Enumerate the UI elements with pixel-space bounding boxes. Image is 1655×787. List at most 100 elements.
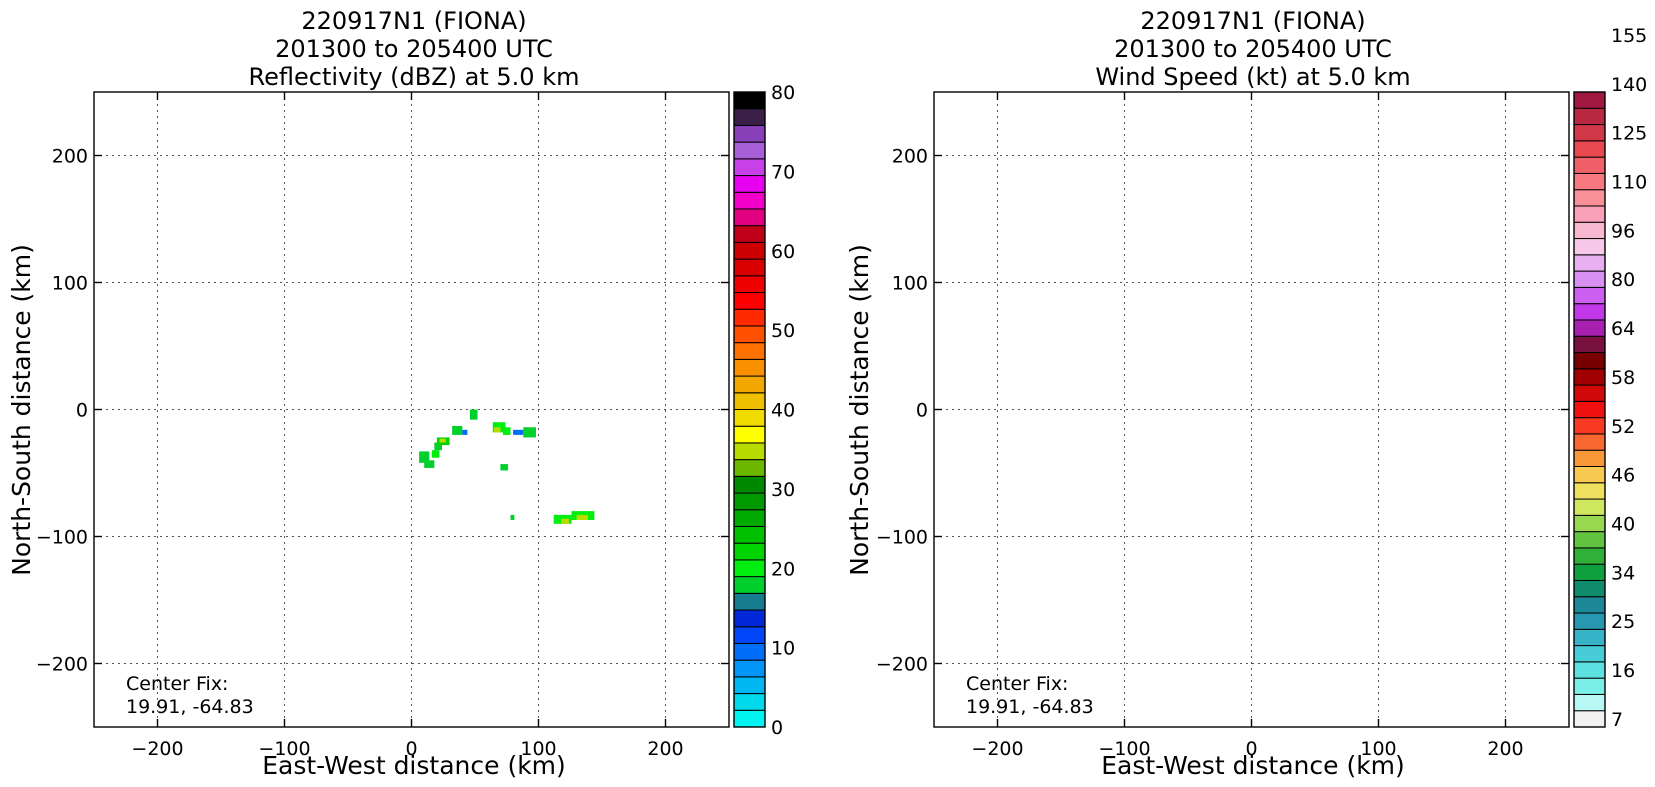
wind-colorbar-swatch <box>1573 91 1606 109</box>
wind-colorbar-swatch <box>1573 661 1606 679</box>
wind-colorbar-swatch <box>1573 140 1606 158</box>
reflectivity-colorbar-swatch <box>733 258 766 277</box>
reflectivity-y-tick-label: 0 <box>76 400 88 422</box>
reflectivity-colorbar-swatch <box>733 559 766 578</box>
wind-colorbar-swatch <box>1573 628 1606 647</box>
wind-colorbar-swatch <box>1573 124 1606 142</box>
wind-colorbar-swatch <box>1573 384 1606 402</box>
reflectivity-x-tick-label: 0 <box>405 738 417 760</box>
wind-x-tick-label: 100 <box>1360 738 1396 760</box>
wind-colorbar-tick-label: 25 <box>1611 611 1635 633</box>
reflectivity-colorbar-swatch <box>733 375 766 394</box>
wind-colorbar-swatch <box>1573 498 1606 516</box>
wind-x-axis-label: East-West distance (km) <box>1101 751 1405 780</box>
wind-colorbar-swatch <box>1573 563 1606 581</box>
wind-speed-panel: 220917N1 (FIONA) 201300 to 205400 UTC Wi… <box>845 7 1647 780</box>
wind-title-line-3: Wind Speed (kt) at 5.0 km <box>1095 63 1410 91</box>
reflectivity-colorbar-swatch <box>733 124 766 143</box>
wind-colorbar-tick-label: 7 <box>1611 709 1623 731</box>
wind-colorbar-tick-label: 46 <box>1611 465 1635 487</box>
wind-colorbar-swatch <box>1573 156 1606 174</box>
wind-colorbar-swatch <box>1573 335 1606 354</box>
reflectivity-data-cell <box>494 427 501 433</box>
wind-x-tick-label: 200 <box>1487 738 1523 760</box>
reflectivity-plot-frame <box>93 91 730 728</box>
reflectivity-colorbar: 0 10 20 30 40 50 60 70 80 <box>733 82 795 739</box>
wind-colorbar-swatch <box>1573 579 1606 598</box>
reflectivity-colorbar-swatch <box>733 576 766 594</box>
reflectivity-colorbar-swatch <box>733 542 766 561</box>
wind-colorbar-swatch <box>1573 368 1606 386</box>
reflectivity-title-line-3: Reflectivity (dBZ) at 5.0 km <box>249 63 580 91</box>
reflectivity-data-cell <box>434 442 442 451</box>
wind-colorbar-swatch <box>1573 172 1606 191</box>
reflectivity-colorbar-tick-label: 50 <box>771 320 795 342</box>
reflectivity-panel: 220917N1 (FIONA) 201300 to 205400 UTC Re… <box>7 7 795 780</box>
wind-colorbar-tick-label: 110 <box>1611 172 1647 194</box>
reflectivity-colorbar-swatch <box>733 91 766 110</box>
wind-colorbar-swatch <box>1573 352 1606 370</box>
reflectivity-data-cell <box>419 451 430 463</box>
wind-colorbar-swatch <box>1573 514 1606 533</box>
wind-colorbar-swatch <box>1573 547 1606 565</box>
reflectivity-x-tick-label: −200 <box>131 738 183 760</box>
reflectivity-colorbar-swatch <box>733 342 766 360</box>
wind-y-tick-label: −200 <box>876 654 928 676</box>
reflectivity-colorbar-swatch <box>733 292 766 310</box>
reflectivity-colorbar-swatch <box>733 275 766 294</box>
reflectivity-colorbar-swatch <box>733 158 766 177</box>
wind-colorbar-swatch <box>1573 221 1606 240</box>
reflectivity-data-cell <box>502 427 511 435</box>
wind-colorbar-tick-label: 140 <box>1611 74 1647 96</box>
reflectivity-colorbar-swatch <box>733 208 766 227</box>
wind-colorbar-swatch <box>1573 449 1606 467</box>
reflectivity-y-axis-label: North-South distance (km) <box>7 244 36 576</box>
wind-center-fix-label: Center Fix: <box>966 673 1068 695</box>
reflectivity-data-cell <box>469 409 478 420</box>
wind-y-tick-label: 0 <box>916 400 928 422</box>
reflectivity-colorbar-swatch <box>733 392 766 410</box>
wind-y-tick-label: 100 <box>892 273 928 295</box>
wind-colorbar-swatch <box>1573 417 1606 435</box>
wind-colorbar-swatch <box>1573 205 1606 223</box>
wind-colorbar-swatch <box>1573 319 1606 337</box>
reflectivity-data-cell <box>500 464 509 471</box>
wind-colorbar-tick-label: 96 <box>1611 220 1635 242</box>
wind-colorbar-swatch <box>1573 710 1606 728</box>
wind-colorbar-frame <box>1573 91 1606 728</box>
wind-colorbar-swatch <box>1573 433 1606 451</box>
wind-colorbar-swatch <box>1573 645 1606 663</box>
reflectivity-data-cell <box>424 460 435 468</box>
reflectivity-data-cell <box>462 429 468 435</box>
wind-colorbar-tick-label: 155 <box>1611 25 1647 47</box>
wind-colorbar-swatch <box>1573 303 1606 321</box>
wind-colorbar-tick-label: 16 <box>1611 660 1635 682</box>
reflectivity-colorbar-swatch <box>733 626 766 644</box>
reflectivity-colorbar-swatch <box>733 358 766 377</box>
wind-x-tick-label: −100 <box>1098 738 1150 760</box>
reflectivity-colorbar-swatch <box>733 191 766 210</box>
reflectivity-x-tick-label: −100 <box>258 738 310 760</box>
reflectivity-x-tick-label: 100 <box>520 738 556 760</box>
reflectivity-data-cell <box>439 438 446 443</box>
wind-colorbar-swatch <box>1573 482 1606 500</box>
wind-colorbar-swatch <box>1573 286 1606 305</box>
reflectivity-colorbar-tick-label: 80 <box>771 82 795 104</box>
reflectivity-data-cell <box>523 427 536 438</box>
reflectivity-colorbar-swatch <box>733 475 766 494</box>
wind-speed-plot-area: −200 −100 0 100 200 −200 −100 0 100 200 <box>876 91 1570 760</box>
wind-colorbar-swatch <box>1573 693 1606 712</box>
reflectivity-colorbar-swatch <box>733 642 766 661</box>
wind-center-fix-coords: 19.91, -64.83 <box>966 696 1094 718</box>
reflectivity-colorbar-tick-label: 70 <box>771 161 795 183</box>
reflectivity-colorbar-swatch <box>733 108 766 126</box>
reflectivity-colorbar-swatch <box>733 609 766 628</box>
reflectivity-colorbar-swatch <box>733 225 766 243</box>
reflectivity-colorbar-swatch <box>733 659 766 678</box>
reflectivity-colorbar-swatch <box>733 709 766 728</box>
reflectivity-center-fix-label: Center Fix: <box>126 673 228 695</box>
reflectivity-colorbar-swatch <box>733 693 766 711</box>
wind-plot-frame <box>933 91 1570 728</box>
reflectivity-title-line-2: 201300 to 205400 UTC <box>275 35 553 63</box>
